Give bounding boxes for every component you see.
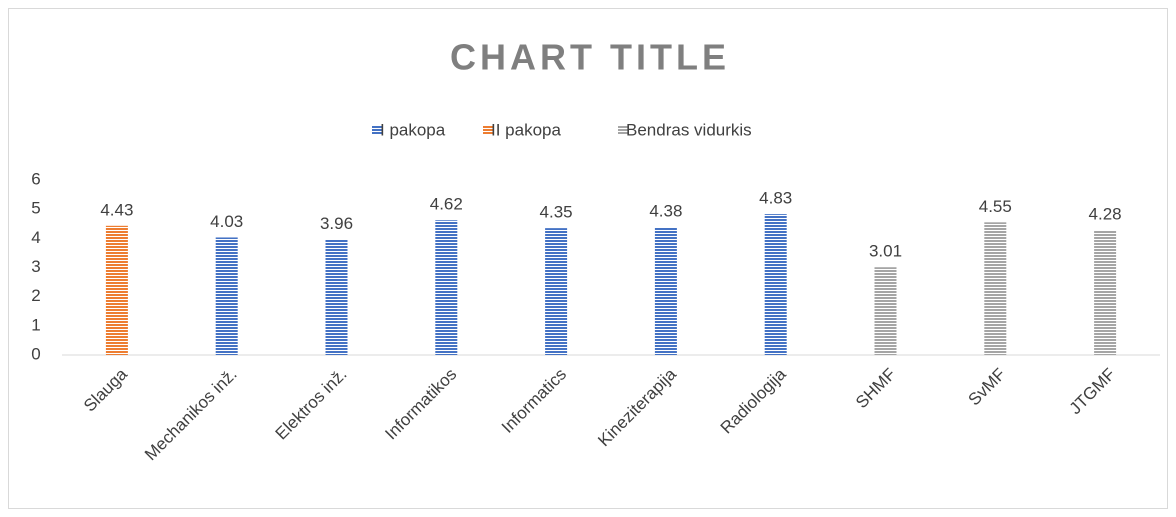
y-tick-label: 2 <box>31 286 40 305</box>
chart-border <box>8 8 1168 509</box>
legend-label: I pakopa <box>380 120 446 139</box>
bar <box>435 220 458 355</box>
data-label: 4.43 <box>100 200 133 219</box>
data-label: 4.35 <box>540 203 573 222</box>
bar <box>105 225 128 355</box>
bar <box>764 214 787 355</box>
bar <box>215 237 238 355</box>
y-tick-label: 4 <box>31 228 40 247</box>
data-label: 4.55 <box>979 197 1012 216</box>
legend-label: II pakopa <box>491 120 561 139</box>
bar <box>1094 230 1117 355</box>
bar <box>545 228 568 355</box>
legend-label: Bendras vidurkis <box>626 120 752 139</box>
data-label: 3.01 <box>869 242 902 261</box>
y-tick-label: 6 <box>31 169 40 188</box>
bar <box>325 239 348 355</box>
data-label: 4.83 <box>759 189 792 208</box>
chart-title: CHART TITLE <box>450 37 730 78</box>
legend-swatch <box>618 125 628 135</box>
y-tick-label: 0 <box>31 344 40 363</box>
data-label: 4.03 <box>210 212 243 231</box>
data-label: 4.28 <box>1089 205 1122 224</box>
bar <box>874 267 897 355</box>
y-tick-label: 1 <box>31 315 40 334</box>
bar <box>654 227 677 355</box>
legend-swatch <box>483 125 493 135</box>
data-label: 3.96 <box>320 214 353 233</box>
data-label: 4.38 <box>649 202 682 221</box>
y-tick-label: 5 <box>31 199 40 218</box>
y-tick-label: 3 <box>31 257 40 276</box>
bar <box>984 222 1007 355</box>
data-label: 4.62 <box>430 195 463 214</box>
legend-swatch <box>372 125 382 135</box>
